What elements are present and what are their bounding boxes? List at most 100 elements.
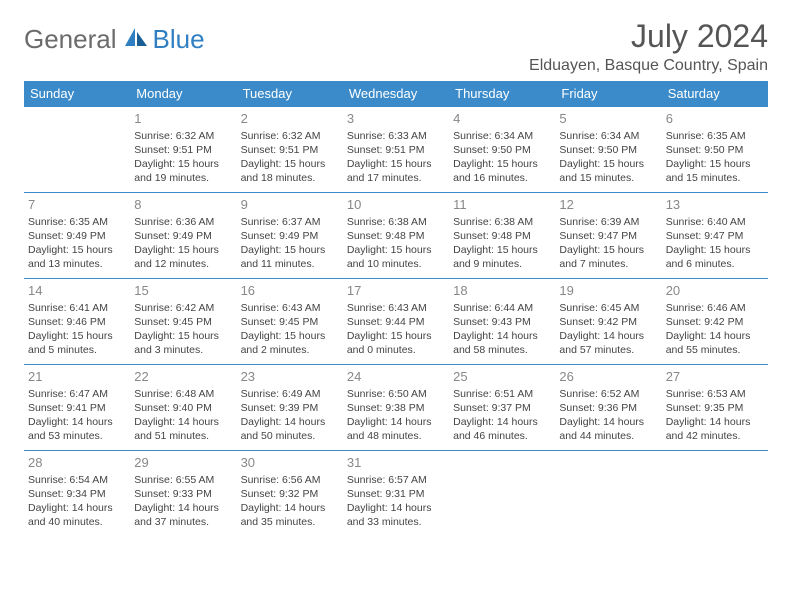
sunset-line: Sunset: 9:45 PM <box>134 315 232 329</box>
day-number: 11 <box>453 196 551 214</box>
calendar-cell: 20Sunrise: 6:46 AMSunset: 9:42 PMDayligh… <box>662 279 768 365</box>
sunset-line: Sunset: 9:45 PM <box>241 315 339 329</box>
daylight-line: Daylight: 15 hours and 3 minutes. <box>134 329 232 357</box>
sunrise-line: Sunrise: 6:40 AM <box>666 215 764 229</box>
daylight-line: Daylight: 15 hours and 5 minutes. <box>28 329 126 357</box>
calendar-cell: 24Sunrise: 6:50 AMSunset: 9:38 PMDayligh… <box>343 365 449 451</box>
daylight-line: Daylight: 15 hours and 9 minutes. <box>453 243 551 271</box>
sunset-line: Sunset: 9:50 PM <box>559 143 657 157</box>
day-number: 21 <box>28 368 126 386</box>
sunset-line: Sunset: 9:31 PM <box>347 487 445 501</box>
daylight-line: Daylight: 15 hours and 0 minutes. <box>347 329 445 357</box>
day-header: Tuesday <box>237 81 343 107</box>
sunset-line: Sunset: 9:47 PM <box>666 229 764 243</box>
logo-text-general: General <box>24 24 117 55</box>
sunrise-line: Sunrise: 6:43 AM <box>347 301 445 315</box>
sunrise-line: Sunrise: 6:49 AM <box>241 387 339 401</box>
calendar-cell: 16Sunrise: 6:43 AMSunset: 9:45 PMDayligh… <box>237 279 343 365</box>
sunset-line: Sunset: 9:50 PM <box>453 143 551 157</box>
day-number: 14 <box>28 282 126 300</box>
calendar-cell: 6Sunrise: 6:35 AMSunset: 9:50 PMDaylight… <box>662 107 768 193</box>
day-number: 12 <box>559 196 657 214</box>
calendar-cell: 10Sunrise: 6:38 AMSunset: 9:48 PMDayligh… <box>343 193 449 279</box>
daylight-line: Daylight: 14 hours and 55 minutes. <box>666 329 764 357</box>
day-number: 22 <box>134 368 232 386</box>
calendar-cell: 26Sunrise: 6:52 AMSunset: 9:36 PMDayligh… <box>555 365 661 451</box>
day-number: 18 <box>453 282 551 300</box>
calendar-cell: 5Sunrise: 6:34 AMSunset: 9:50 PMDaylight… <box>555 107 661 193</box>
daylight-line: Daylight: 15 hours and 17 minutes. <box>347 157 445 185</box>
calendar-cell: 18Sunrise: 6:44 AMSunset: 9:43 PMDayligh… <box>449 279 555 365</box>
daylight-line: Daylight: 14 hours and 48 minutes. <box>347 415 445 443</box>
calendar-cell: 14Sunrise: 6:41 AMSunset: 9:46 PMDayligh… <box>24 279 130 365</box>
sunrise-line: Sunrise: 6:38 AM <box>453 215 551 229</box>
day-number: 23 <box>241 368 339 386</box>
day-number: 3 <box>347 110 445 128</box>
logo: General Blue <box>24 24 205 55</box>
calendar-cell: 4Sunrise: 6:34 AMSunset: 9:50 PMDaylight… <box>449 107 555 193</box>
daylight-line: Daylight: 15 hours and 13 minutes. <box>28 243 126 271</box>
daylight-line: Daylight: 14 hours and 51 minutes. <box>134 415 232 443</box>
sunrise-line: Sunrise: 6:33 AM <box>347 129 445 143</box>
sunset-line: Sunset: 9:51 PM <box>241 143 339 157</box>
sunrise-line: Sunrise: 6:37 AM <box>241 215 339 229</box>
calendar-cell: 15Sunrise: 6:42 AMSunset: 9:45 PMDayligh… <box>130 279 236 365</box>
sunrise-line: Sunrise: 6:41 AM <box>28 301 126 315</box>
daylight-line: Daylight: 14 hours and 57 minutes. <box>559 329 657 357</box>
sunrise-line: Sunrise: 6:55 AM <box>134 473 232 487</box>
sunset-line: Sunset: 9:32 PM <box>241 487 339 501</box>
calendar-cell <box>449 451 555 537</box>
daylight-line: Daylight: 15 hours and 6 minutes. <box>666 243 764 271</box>
day-number: 20 <box>666 282 764 300</box>
calendar-cell: 22Sunrise: 6:48 AMSunset: 9:40 PMDayligh… <box>130 365 236 451</box>
sunrise-line: Sunrise: 6:34 AM <box>453 129 551 143</box>
day-number: 25 <box>453 368 551 386</box>
daylight-line: Daylight: 14 hours and 40 minutes. <box>28 501 126 529</box>
calendar-cell: 25Sunrise: 6:51 AMSunset: 9:37 PMDayligh… <box>449 365 555 451</box>
calendar-header-row: SundayMondayTuesdayWednesdayThursdayFrid… <box>24 81 768 107</box>
sunrise-line: Sunrise: 6:52 AM <box>559 387 657 401</box>
sunrise-line: Sunrise: 6:35 AM <box>28 215 126 229</box>
day-number: 30 <box>241 454 339 472</box>
calendar-cell: 12Sunrise: 6:39 AMSunset: 9:47 PMDayligh… <box>555 193 661 279</box>
sunset-line: Sunset: 9:51 PM <box>347 143 445 157</box>
calendar-cell: 28Sunrise: 6:54 AMSunset: 9:34 PMDayligh… <box>24 451 130 537</box>
calendar-week-row: 7Sunrise: 6:35 AMSunset: 9:49 PMDaylight… <box>24 193 768 279</box>
day-number: 7 <box>28 196 126 214</box>
daylight-line: Daylight: 14 hours and 53 minutes. <box>28 415 126 443</box>
day-number: 31 <box>347 454 445 472</box>
sunrise-line: Sunrise: 6:32 AM <box>241 129 339 143</box>
daylight-line: Daylight: 14 hours and 58 minutes. <box>453 329 551 357</box>
day-number: 6 <box>666 110 764 128</box>
calendar-cell: 2Sunrise: 6:32 AMSunset: 9:51 PMDaylight… <box>237 107 343 193</box>
day-header: Saturday <box>662 81 768 107</box>
calendar-body: 1Sunrise: 6:32 AMSunset: 9:51 PMDaylight… <box>24 107 768 537</box>
day-number: 4 <box>453 110 551 128</box>
sunset-line: Sunset: 9:40 PM <box>134 401 232 415</box>
calendar-cell: 23Sunrise: 6:49 AMSunset: 9:39 PMDayligh… <box>237 365 343 451</box>
sunset-line: Sunset: 9:43 PM <box>453 315 551 329</box>
daylight-line: Daylight: 14 hours and 44 minutes. <box>559 415 657 443</box>
day-number: 2 <box>241 110 339 128</box>
daylight-line: Daylight: 15 hours and 15 minutes. <box>559 157 657 185</box>
day-number: 19 <box>559 282 657 300</box>
day-header: Monday <box>130 81 236 107</box>
sunrise-line: Sunrise: 6:45 AM <box>559 301 657 315</box>
daylight-line: Daylight: 14 hours and 35 minutes. <box>241 501 339 529</box>
sunrise-line: Sunrise: 6:47 AM <box>28 387 126 401</box>
calendar-cell: 27Sunrise: 6:53 AMSunset: 9:35 PMDayligh… <box>662 365 768 451</box>
daylight-line: Daylight: 15 hours and 7 minutes. <box>559 243 657 271</box>
sunset-line: Sunset: 9:49 PM <box>28 229 126 243</box>
daylight-line: Daylight: 14 hours and 37 minutes. <box>134 501 232 529</box>
sunset-line: Sunset: 9:49 PM <box>134 229 232 243</box>
daylight-line: Daylight: 15 hours and 15 minutes. <box>666 157 764 185</box>
daylight-line: Daylight: 14 hours and 33 minutes. <box>347 501 445 529</box>
sunset-line: Sunset: 9:50 PM <box>666 143 764 157</box>
day-number: 13 <box>666 196 764 214</box>
day-number: 29 <box>134 454 232 472</box>
sunset-line: Sunset: 9:42 PM <box>666 315 764 329</box>
sunset-line: Sunset: 9:51 PM <box>134 143 232 157</box>
day-header: Sunday <box>24 81 130 107</box>
sunset-line: Sunset: 9:46 PM <box>28 315 126 329</box>
day-number: 5 <box>559 110 657 128</box>
